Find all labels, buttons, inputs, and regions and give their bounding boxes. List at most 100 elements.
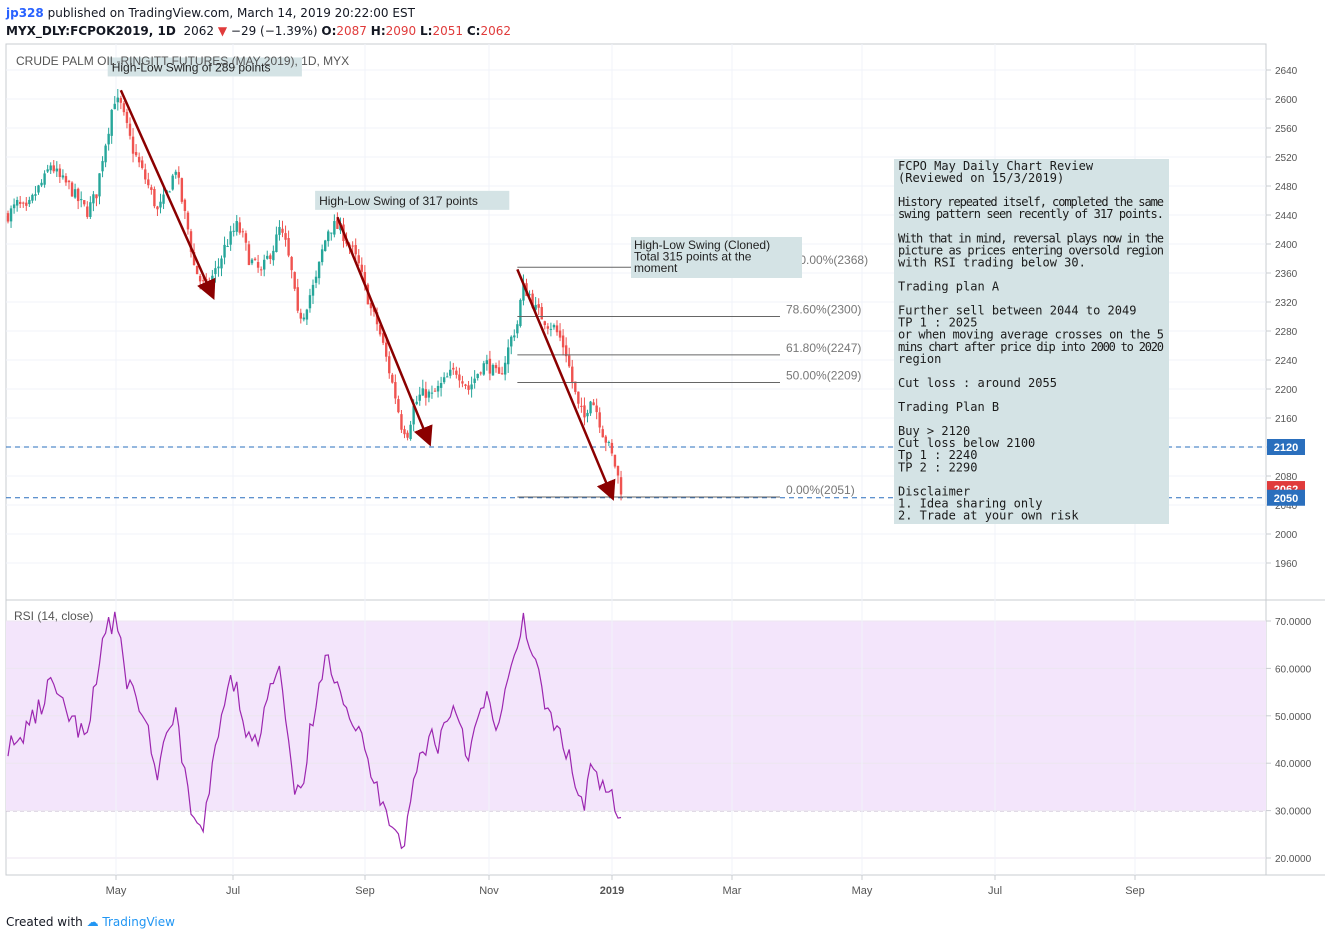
candle-body <box>128 123 132 136</box>
candle <box>406 430 409 441</box>
candle-body <box>244 233 248 243</box>
candle-body <box>272 250 275 261</box>
candle <box>144 163 147 184</box>
candle-body <box>500 373 504 375</box>
candle <box>427 389 431 403</box>
review-text-line: 1. Idea sharing only <box>898 496 1043 510</box>
candle-body <box>73 189 77 198</box>
time-tick-label: Sep <box>355 885 375 897</box>
candle <box>177 166 180 185</box>
candle <box>104 143 107 168</box>
candle <box>226 239 229 248</box>
candle <box>58 164 62 183</box>
candle-body <box>290 257 293 271</box>
candle-body <box>369 302 373 309</box>
candle <box>439 376 443 397</box>
review-text-line: With that in mind, reversal plays now in… <box>898 231 1164 245</box>
candle <box>522 274 525 306</box>
candle-body <box>381 333 385 343</box>
price-tag-bg <box>1267 489 1305 506</box>
candle <box>549 322 553 337</box>
review-text-line: Tp 1 : 2240 <box>898 448 977 462</box>
price-tags: 212020622050 <box>1267 439 1305 506</box>
review-text-line: Cut loss : around 2055 <box>898 376 1057 390</box>
review-text-line: Trading Plan B <box>898 400 999 414</box>
rsi-axis[interactable]: 20.0000 30.0000 40.0000 50.0000 60.0000 70.00… <box>1266 617 1312 865</box>
candle <box>168 190 171 193</box>
candle <box>458 367 461 388</box>
candle-body <box>412 405 415 425</box>
candle <box>403 425 406 439</box>
candle <box>122 101 126 116</box>
candle <box>467 380 470 395</box>
candle-body <box>568 355 571 367</box>
candle-body <box>439 383 443 388</box>
candle-body <box>311 284 315 296</box>
candle <box>80 191 83 208</box>
candle-body <box>537 304 540 308</box>
annotation-box <box>107 57 302 77</box>
candle-body <box>144 169 147 180</box>
tradingview-link[interactable]: TradingView <box>102 915 175 929</box>
review-textbox[interactable]: FCPO May Daily Chart Review(Reviewed on … <box>894 159 1169 524</box>
candle-body <box>598 412 601 428</box>
candle-body <box>549 328 553 330</box>
review-text-line: Cut loss below 2100 <box>898 436 1035 450</box>
candle-body <box>238 222 241 233</box>
swing-annotations[interactable]: High-Low Swing of 289 points High-Low Swi… <box>107 57 802 278</box>
swing-arrow <box>336 216 433 447</box>
author-link[interactable]: jp328 <box>6 6 44 20</box>
candle-body <box>497 367 501 374</box>
candle <box>327 229 330 247</box>
candle <box>235 215 238 236</box>
rsi-tick-label: 20.0000 <box>1275 854 1312 865</box>
candle-body <box>333 221 336 235</box>
time-axis[interactable]: May Jul Sep Nov 2019 Mar May Jul Sep <box>106 875 1145 897</box>
candle <box>76 187 80 210</box>
candle-body <box>510 336 513 347</box>
candle-body <box>461 381 464 384</box>
candle <box>119 95 123 110</box>
rsi-tick-label: 30.0000 <box>1275 807 1312 818</box>
candle-body <box>516 324 519 334</box>
candle-body <box>507 347 510 365</box>
candle-body <box>131 136 135 154</box>
review-text-line: Buy > 2120 <box>898 424 970 438</box>
candle <box>586 409 589 423</box>
candle <box>500 366 504 375</box>
candle <box>488 350 492 381</box>
candle <box>333 214 336 238</box>
candle-body <box>247 244 251 266</box>
candle-body <box>610 442 614 454</box>
candle <box>131 128 135 163</box>
candle-body <box>55 168 58 172</box>
review-text-line: Further sell between 2044 to 2049 <box>898 304 1136 318</box>
candle <box>580 397 583 413</box>
candle-body <box>95 194 98 199</box>
candle <box>266 250 269 260</box>
time-gridlines <box>115 44 1136 875</box>
candle-body <box>214 268 217 275</box>
candle <box>28 196 31 207</box>
candle <box>391 372 394 384</box>
symbol-name: MYX_DLY:FCPOK2019, 1D <box>6 24 176 38</box>
candle <box>607 440 611 447</box>
candle-body <box>540 307 543 320</box>
candle-body <box>299 312 302 319</box>
rsi-title: RSI (14, close) <box>14 609 93 623</box>
candle <box>464 383 467 390</box>
candle <box>107 127 110 151</box>
candle-body <box>6 213 10 222</box>
candle <box>31 193 34 204</box>
candle <box>253 257 257 261</box>
candle-body <box>455 370 458 375</box>
fibonacci-retracement[interactable]: 100.00%(2368) 78.60%(2300) 61.80%(2247) 50.… <box>517 253 868 498</box>
candle <box>476 373 479 381</box>
candle <box>52 160 55 174</box>
candle <box>558 323 562 342</box>
swing-arrows[interactable] <box>119 89 616 501</box>
price-tag-label: 2120 <box>1274 442 1298 454</box>
time-tick-label: Nov <box>479 885 499 897</box>
candle-body <box>613 454 617 467</box>
